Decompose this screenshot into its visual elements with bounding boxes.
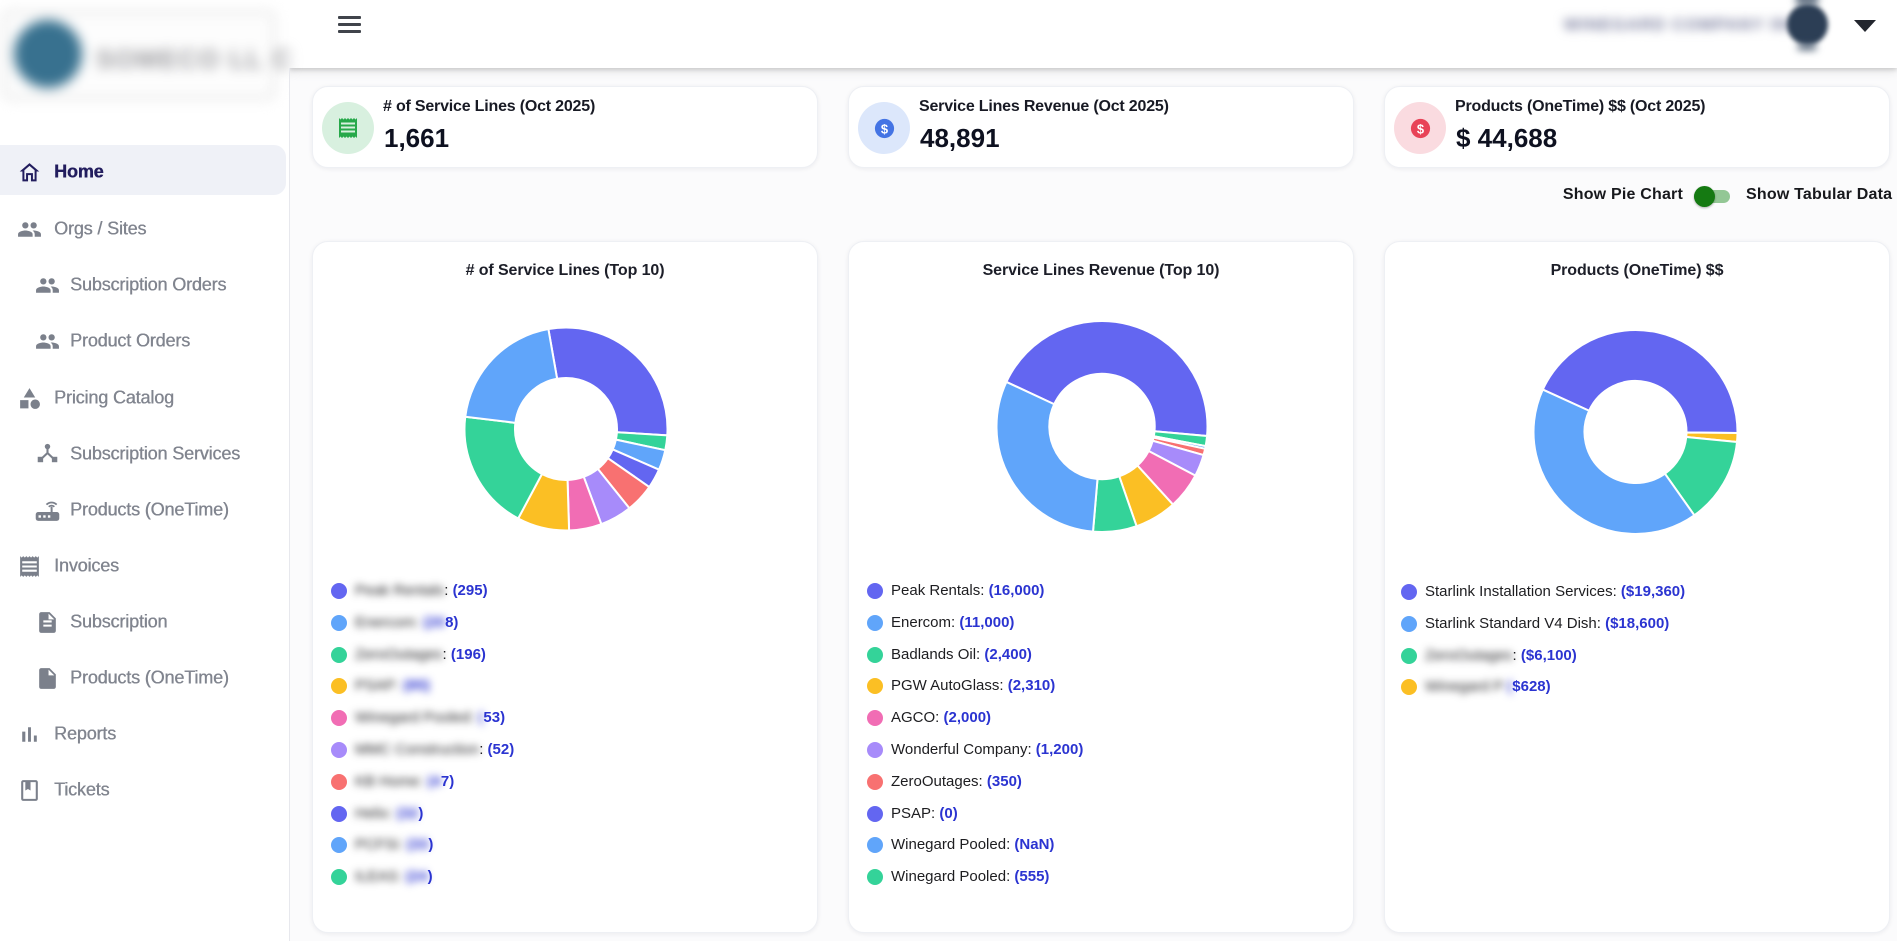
svg-text:$: $: [880, 121, 887, 136]
svg-text:$: $: [1416, 121, 1423, 136]
